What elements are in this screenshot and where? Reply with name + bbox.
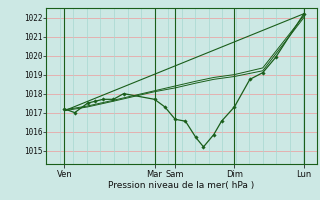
X-axis label: Pression niveau de la mer( hPa ): Pression niveau de la mer( hPa ) [108, 181, 255, 190]
